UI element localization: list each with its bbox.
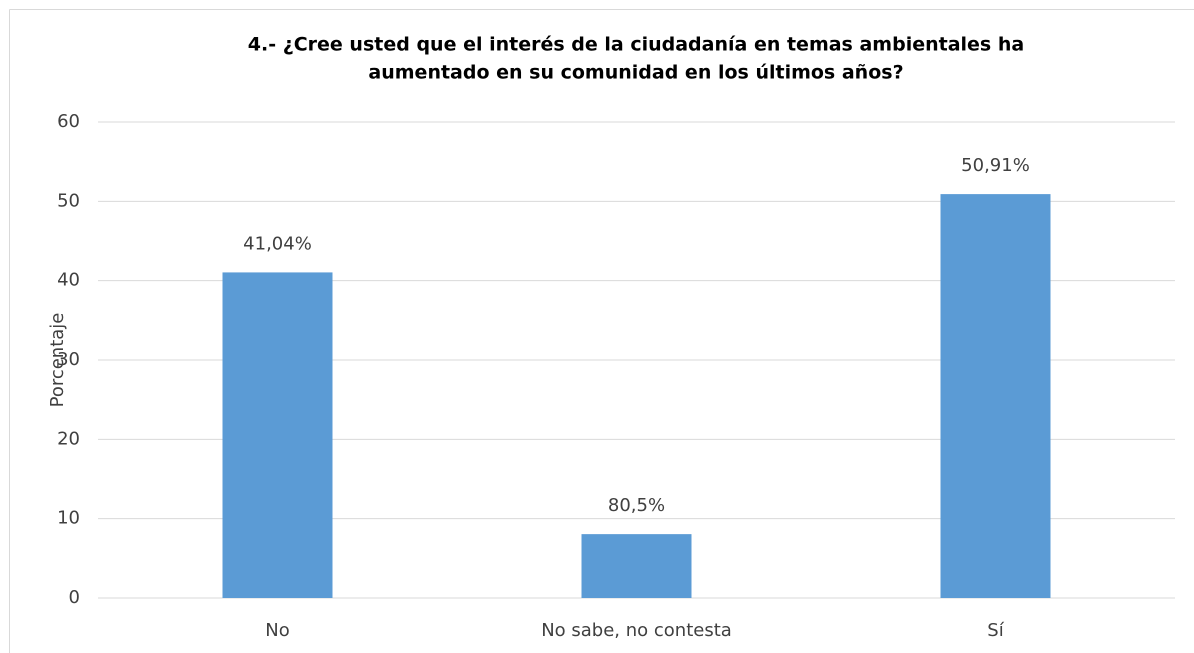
y-axis-label: Porcentaje — [47, 313, 68, 408]
data-label: 50,91% — [961, 155, 1030, 176]
x-tick-label: Sí — [987, 620, 1004, 641]
data-label: 80,5% — [608, 495, 665, 516]
y-tick-label: 40 — [57, 270, 80, 291]
x-tick-label: No — [265, 620, 289, 641]
y-tick-label: 50 — [57, 190, 80, 211]
y-tick-label: 0 — [69, 587, 80, 608]
bar — [940, 194, 1051, 598]
chart-title: 4.- ¿Cree usted que el interés de la ciu… — [248, 34, 1024, 56]
y-tick-label: 60 — [57, 111, 80, 132]
bar — [222, 272, 333, 598]
y-tick-label: 10 — [57, 508, 80, 529]
data-label: 41,04% — [243, 233, 312, 254]
x-tick-label: No sabe, no contesta — [541, 620, 732, 641]
y-tick-label: 30 — [57, 349, 80, 370]
chart-title: aumentado en su comunidad en los últimos… — [368, 62, 903, 84]
bar — [581, 534, 692, 598]
y-tick-label: 20 — [57, 428, 80, 449]
